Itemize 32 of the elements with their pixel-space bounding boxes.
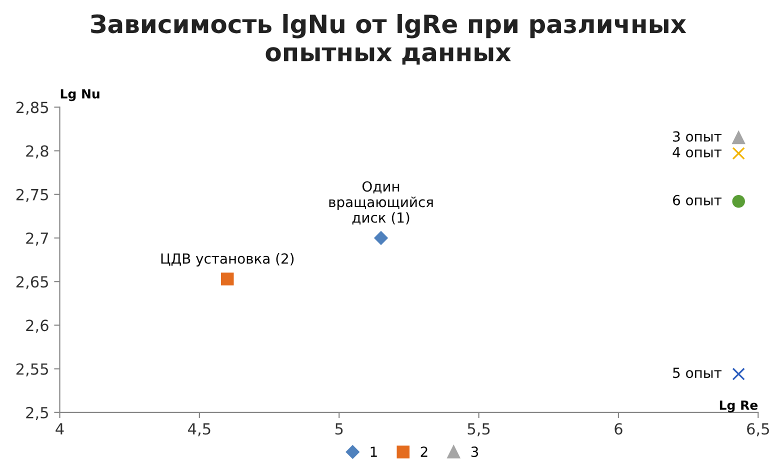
y-tick-label: 2,8 [26,145,48,158]
x-tick-label: 5 [335,423,343,435]
y-tick-label: 2,85 [16,102,48,115]
annotation: Один вращающийся диск (1) [329,181,433,225]
point [732,194,745,208]
x-axis-title: Lg Re [720,400,758,412]
y-tick-label: 2,65 [16,276,48,290]
x-tick-label: 5,5 [468,423,490,436]
y-tick-label: 2,6 [26,320,48,333]
annotation: ЦДВ установка (2) [161,253,294,266]
point [220,272,234,286]
y-tick-label: 2,75 [16,188,48,202]
y-tick-label: 2,7 [26,232,48,246]
x-tick-label: 4,5 [188,423,210,436]
point [732,368,745,380]
x-tick-label: 6,5 [747,423,769,436]
legend-label: 3 [471,446,478,458]
y-axis-title: Lg Nu [60,89,100,102]
point [732,147,745,160]
annotation: 5 опыт [673,368,722,378]
chart-title: Зависимость lgNu от lgRe при различных опытных данных [91,14,686,65]
y-tick-label: 2,5 [26,406,48,420]
x-tick-label: 4 [56,423,64,434]
annotation: 3 опыт [673,131,722,142]
point [374,231,388,245]
legend-label: 1 [370,446,377,457]
legend-label: 2 [420,446,428,457]
point [732,131,745,144]
annotation: 6 опыт [673,194,722,206]
y-tick-label: 2,55 [16,363,48,376]
annotation: 4 опыт [672,147,722,158]
x-tick-label: 6 [614,423,622,435]
